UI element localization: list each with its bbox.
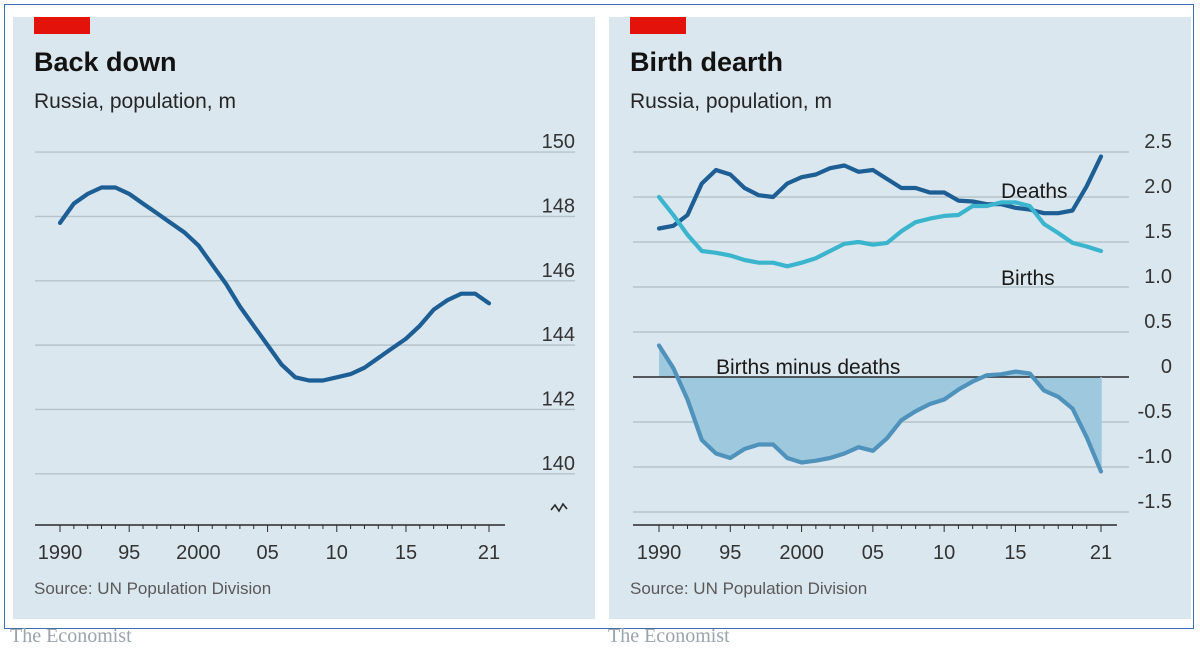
series-label-births-minus-deaths: Births minus deaths [716, 356, 900, 379]
brand-wordmark: The Economist [10, 625, 132, 647]
figure-frame: Back down Russia, population, m 140 142 14… [4, 4, 1194, 629]
x-tick-label: 05 [862, 542, 884, 564]
x-tick-label: 21 [1090, 542, 1112, 564]
y-tick-label: -0.5 [1138, 401, 1172, 423]
y-tick-label: 150 [542, 131, 575, 153]
brand-red-bar [34, 17, 90, 34]
y-tick-label: 146 [542, 260, 575, 282]
y-tick-label: 140 [542, 453, 575, 475]
series-line-deaths [656, 154, 1104, 231]
x-tick-label: 2000 [779, 542, 824, 564]
brand-wordmark: The Economist [608, 625, 730, 647]
x-tick-label: 15 [395, 542, 417, 564]
series-line-births [656, 194, 1104, 269]
x-tick-label: 21 [478, 542, 500, 564]
y-tick-label: 148 [542, 195, 575, 217]
x-tick-label: 05 [256, 542, 278, 564]
source-note: Source: UN Population Division [630, 579, 868, 598]
chart-title: Birth dearth [630, 47, 784, 77]
series-line-population [57, 185, 492, 383]
x-tick-label: 1990 [637, 542, 682, 564]
births-deaths-chart: -1.5 -1.0 -0.5 0 0.5 1.0 1.5 2.0 2.5 1990 95 2000 05… [633, 131, 1172, 564]
x-tick-label: 15 [1004, 542, 1026, 564]
chart-title: Back down [34, 47, 177, 77]
y-tick-label: 2.0 [1144, 176, 1172, 198]
series-label-deaths: Deaths [1001, 180, 1068, 203]
y-tick-label: 1.5 [1144, 221, 1172, 243]
y-tick-label: 1.0 [1144, 266, 1172, 288]
series-label-births: Births [1001, 267, 1055, 290]
y-tick-label: 144 [542, 324, 575, 346]
brand-red-bar [630, 17, 686, 34]
x-tick-label: 10 [933, 542, 955, 564]
series-line-births-minus-deaths [656, 343, 1104, 474]
y-tick-label: 2.5 [1144, 131, 1172, 153]
x-tick-label: 10 [326, 542, 348, 564]
y-tick-label: -1.0 [1138, 446, 1172, 468]
chart-subtitle: Russia, population, m [630, 90, 832, 113]
chart-panel-births-deaths: Birth dearth Russia, population, m -1.5-… [609, 17, 1191, 619]
x-tick-label: 95 [118, 542, 140, 564]
y-tick-label: 142 [542, 388, 575, 410]
source-note: Source: UN Population Division [34, 579, 272, 598]
chart-subtitle: Russia, population, m [34, 90, 236, 113]
y-tick-label: -1.5 [1138, 491, 1172, 513]
x-tick-label: 95 [719, 542, 741, 564]
population-chart: 140 142 144 146 148 150 1990 95 2000 05 10 15 21 [35, 131, 575, 564]
axis-break-icon [550, 502, 568, 513]
y-tick-label: 0 [1161, 356, 1172, 378]
x-tick-label: 2000 [176, 542, 221, 564]
y-tick-label: 0.5 [1144, 311, 1172, 333]
x-tick-label: 1990 [38, 542, 83, 564]
chart-panel-population: Back down Russia, population, m 140 142 14… [13, 17, 595, 619]
